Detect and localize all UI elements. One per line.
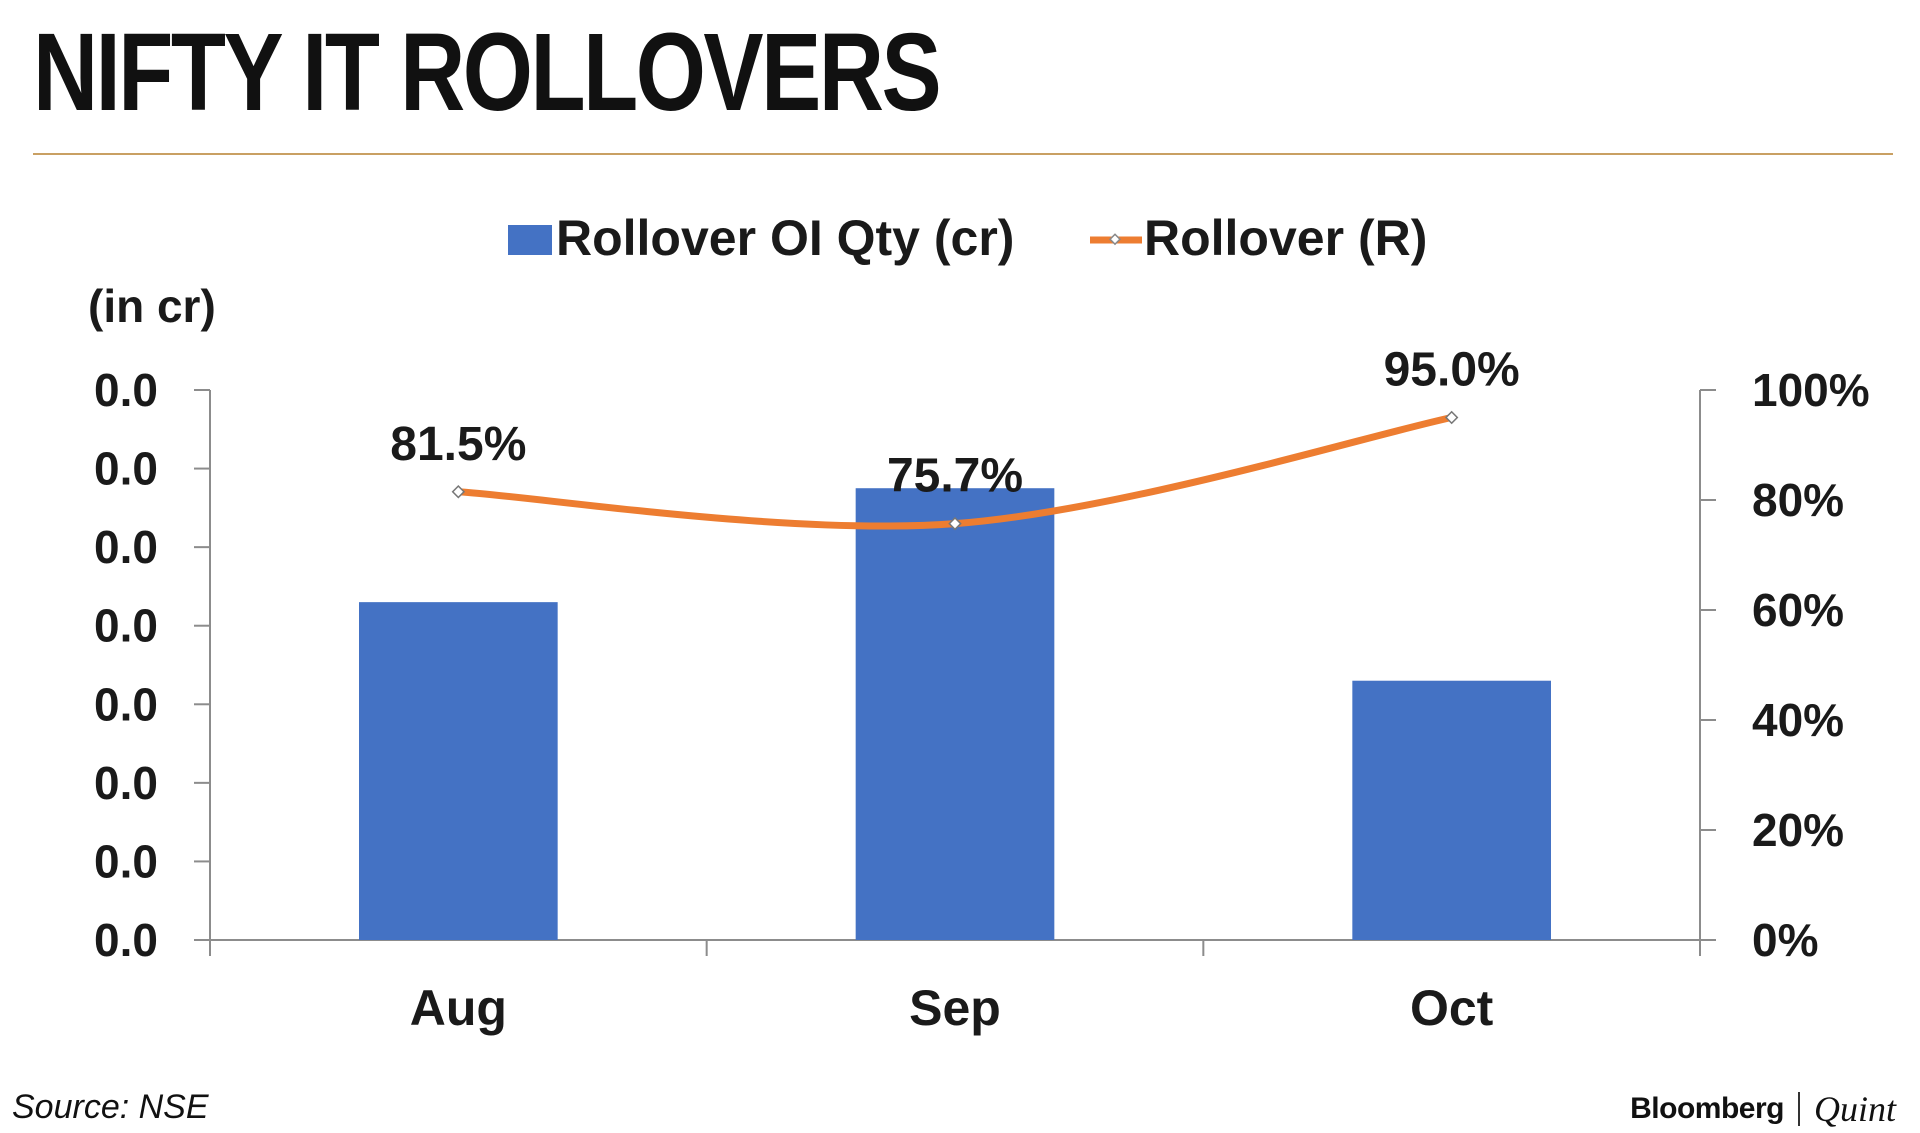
left-axis-tick-label: 0.0 [94,600,158,652]
left-axis-tick-label: 0.0 [94,914,158,966]
legend: Rollover OI Qty (cr) Rollover (R) [508,210,1427,266]
title-divider [33,153,1893,155]
left-axis-tick-label: 0.0 [94,678,158,730]
rollover-data-label: 81.5% [390,418,526,471]
x-axis-tick-label: Aug [410,980,507,1036]
y-axis-label: (in cr) [88,280,216,332]
x-axis-tick-label: Oct [1410,980,1494,1036]
rollover-point [948,516,962,531]
brand-secondary: Quint [1813,1089,1896,1129]
legend-bar-label: Rollover OI Qty (cr) [556,210,1014,266]
left-axis-tick-label: 0.0 [94,835,158,887]
chart-canvas: Rollover OI Qty (cr) Rollover (R) (in cr… [88,210,1870,1036]
rollover-data-label: 95.0% [1384,344,1520,397]
bar [855,488,1055,940]
source-note: Source: NSE [12,1088,209,1126]
right-axis-tick-label: 80% [1752,474,1844,526]
axes: 0.0 0.0 0.0 0.0 0.0 0.0 0.0 0.0 0% 20% 40% 60% 80% 10… [94,364,1870,966]
legend-line-marker [1108,233,1122,246]
right-axis-tick-label: 0% [1752,914,1818,966]
right-axis-tick-label: 20% [1752,804,1844,856]
left-axis-tick-label: 0.0 [94,364,158,416]
left-axis-tick-label: 0.0 [94,521,158,573]
x-axis-labels: Aug Sep Oct [410,980,1494,1036]
legend-line-label: Rollover (R) [1144,210,1427,266]
right-axis-tick-label: 100% [1752,364,1870,416]
legend-bar-swatch [508,225,552,255]
bar [359,602,558,940]
bar [1352,680,1551,940]
rollover-point [1444,410,1459,425]
right-axis-tick-label: 60% [1752,584,1844,636]
left-axis-tick-label: 0.0 [94,757,158,809]
bar-series [359,488,1551,940]
x-axis-tick-label: Sep [909,980,1001,1036]
right-axis-tick-label: 40% [1752,694,1844,746]
brand-logo: Bloomberg Quint [1630,1088,1896,1130]
rollover-point [451,485,466,499]
line-series: 81.5% 75.7% 95.0% [390,344,1520,531]
brand-divider [1797,1092,1800,1126]
chart-title: NIFTY IT ROLLOVERS [33,11,942,134]
rollover-data-label: 75.7% [887,450,1023,503]
brand-primary: Bloomberg [1630,1092,1784,1125]
left-axis-tick-label: 0.0 [94,443,158,495]
